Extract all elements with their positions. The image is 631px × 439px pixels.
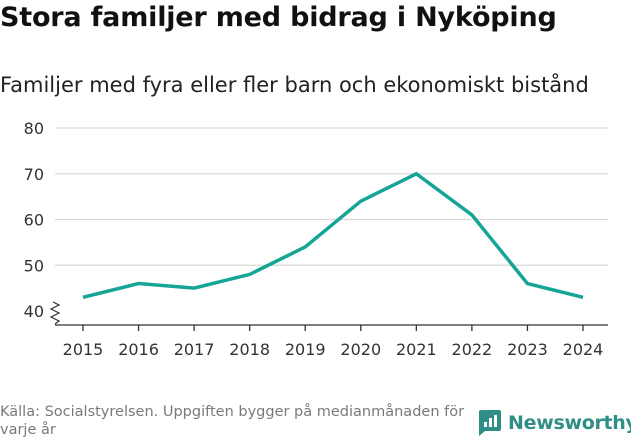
x-tick-label: 2018	[229, 340, 270, 359]
x-tick-label: 2019	[285, 340, 326, 359]
x-tick-label: 2022	[452, 340, 493, 359]
y-tick-label: 60	[24, 211, 44, 230]
series-layer	[82, 171, 584, 299]
series-line-0	[82, 171, 584, 299]
label-layer: 40 50 60 70 80 2015 2016 2017 2018 2019 2020 2021 20…	[24, 119, 604, 359]
y-tick-label: 50	[24, 256, 44, 275]
x-tick-label: 2020	[340, 340, 381, 359]
line-chart: 40 50 60 70 80 2015 2016 2017 2018 2019 2020 2021 20…	[24, 119, 608, 359]
chart-subtitle: Familjer med fyra eller fler barn och ek…	[0, 73, 589, 97]
x-tick-label: 2015	[63, 340, 104, 359]
y-tick-label: 80	[24, 119, 44, 138]
newsworthy-logo-icon	[479, 410, 501, 436]
x-tick-label: 2017	[174, 340, 215, 359]
brand-logo: Newsworthy	[476, 408, 631, 438]
axis-layer	[49, 301, 608, 331]
x-tick-label: 2021	[396, 340, 437, 359]
source-note: Källa: Socialstyrelsen. Uppgiften bygger…	[0, 404, 465, 438]
grid-layer	[55, 127, 608, 266]
axis-break-mark	[49, 301, 61, 325]
chart-title: Stora familjer med bidrag i Nyköping	[0, 2, 557, 33]
brand-name: Newsworthy	[508, 412, 631, 434]
x-tick-label: 2023	[507, 340, 548, 359]
x-tick-label: 2016	[118, 340, 159, 359]
y-tick-label: 70	[24, 165, 44, 184]
y-tick-label: 40	[24, 302, 44, 321]
x-tick-label: 2024	[563, 340, 604, 359]
